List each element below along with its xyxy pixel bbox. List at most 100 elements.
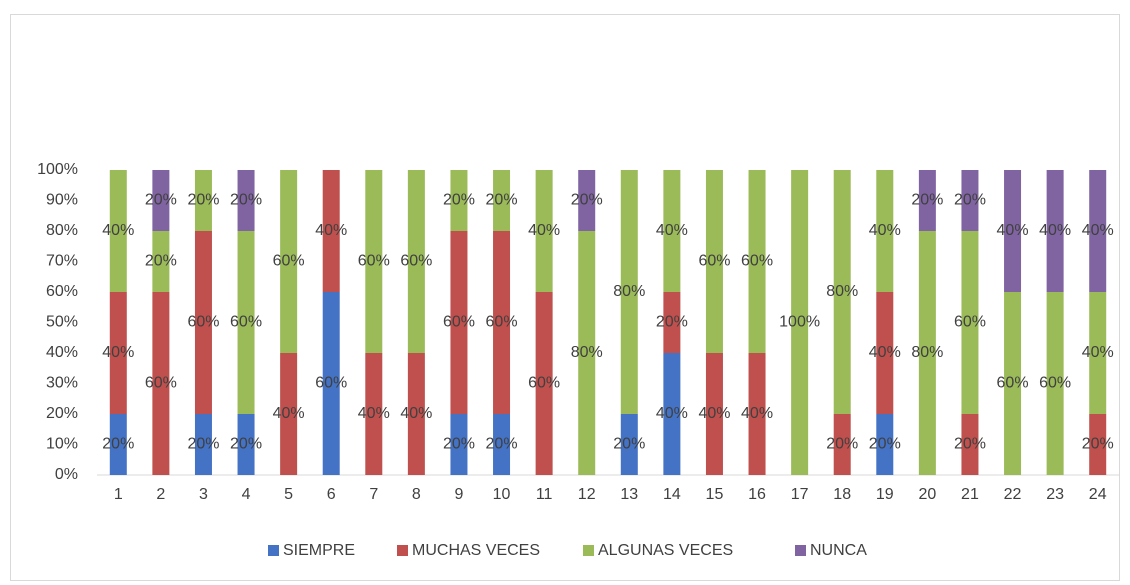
bar-segment bbox=[620, 170, 638, 414]
y-tick-label: 30% bbox=[46, 375, 78, 392]
bar-segment bbox=[876, 170, 894, 292]
bar-segment bbox=[365, 353, 383, 475]
bar-segment bbox=[152, 292, 170, 475]
bar-segment bbox=[620, 414, 638, 475]
x-tick-label: 10 bbox=[493, 486, 511, 503]
data-label: 40% bbox=[741, 405, 773, 422]
bar-segment bbox=[237, 170, 255, 231]
legend-swatch bbox=[583, 545, 594, 556]
x-tick-label: 5 bbox=[284, 486, 293, 503]
x-tick-label: 16 bbox=[748, 486, 766, 503]
bar-segment bbox=[876, 292, 894, 414]
data-label: 80% bbox=[911, 344, 943, 361]
bar-segment bbox=[365, 170, 383, 353]
data-label: 20% bbox=[102, 436, 134, 453]
data-label: 20% bbox=[145, 253, 177, 270]
y-tick-label: 10% bbox=[46, 436, 78, 453]
data-label: 40% bbox=[102, 222, 134, 239]
x-tick-label: 11 bbox=[536, 486, 553, 503]
bar-segment bbox=[961, 170, 979, 231]
bar-segment bbox=[1004, 292, 1022, 475]
data-label: 40% bbox=[869, 222, 901, 239]
bar-segment bbox=[918, 170, 936, 231]
bar-segment bbox=[450, 170, 468, 231]
data-label: 60% bbox=[1039, 375, 1071, 392]
bar-segment bbox=[833, 170, 851, 414]
bar-segment bbox=[194, 414, 212, 475]
legend-label: MUCHAS VECES bbox=[412, 542, 540, 559]
y-tick-label: 80% bbox=[46, 222, 78, 239]
data-label: 60% bbox=[698, 253, 730, 270]
x-tick-label: 22 bbox=[1004, 486, 1022, 503]
bar-segment bbox=[535, 292, 553, 475]
bar-segment bbox=[663, 353, 681, 475]
x-tick-label: 9 bbox=[455, 486, 464, 503]
data-label: 20% bbox=[954, 436, 986, 453]
bar-segment bbox=[1004, 170, 1022, 292]
bar-segment bbox=[194, 170, 212, 231]
legend-label: ALGUNAS VECES bbox=[598, 542, 733, 559]
bar-segment bbox=[109, 414, 127, 475]
bar-segment bbox=[748, 353, 766, 475]
bar-segment bbox=[663, 292, 681, 353]
bar-segment bbox=[876, 414, 894, 475]
bar-segment bbox=[450, 231, 468, 414]
y-tick-label: 50% bbox=[46, 314, 78, 331]
bar-segment bbox=[407, 170, 425, 353]
legend-swatch bbox=[268, 545, 279, 556]
bar-segment bbox=[450, 414, 468, 475]
bar-segment bbox=[493, 170, 511, 231]
data-label: 60% bbox=[273, 253, 305, 270]
data-label: 20% bbox=[230, 436, 262, 453]
bar-segment bbox=[1046, 170, 1064, 292]
legend-label: SIEMPRE bbox=[283, 542, 355, 559]
bar-segment bbox=[493, 231, 511, 414]
bar-segment bbox=[1089, 170, 1107, 292]
data-label: 60% bbox=[400, 253, 432, 270]
data-label: 20% bbox=[145, 192, 177, 209]
data-label: 60% bbox=[486, 314, 518, 331]
x-tick-label: 18 bbox=[833, 486, 851, 503]
data-label: 20% bbox=[486, 192, 518, 209]
data-label: 40% bbox=[400, 405, 432, 422]
data-label: 40% bbox=[273, 405, 305, 422]
bar-segment bbox=[535, 170, 553, 292]
bar-segment bbox=[152, 231, 170, 292]
data-label: 60% bbox=[954, 314, 986, 331]
data-label: 20% bbox=[230, 192, 262, 209]
data-label: 40% bbox=[1082, 222, 1114, 239]
data-label: 60% bbox=[230, 314, 262, 331]
x-tick-label: 17 bbox=[791, 486, 809, 503]
data-label: 20% bbox=[571, 192, 603, 209]
data-label: 100% bbox=[779, 314, 820, 331]
x-tick-label: 23 bbox=[1046, 486, 1064, 503]
chart-border bbox=[10, 14, 1120, 581]
bar-segment bbox=[109, 292, 127, 414]
data-label: 20% bbox=[486, 436, 518, 453]
data-label: 60% bbox=[187, 314, 219, 331]
data-label: 40% bbox=[997, 222, 1029, 239]
data-label: 60% bbox=[528, 375, 560, 392]
data-label: 80% bbox=[571, 344, 603, 361]
data-label: 80% bbox=[826, 283, 858, 300]
x-tick-label: 14 bbox=[663, 486, 681, 503]
y-tick-label: 90% bbox=[46, 192, 78, 209]
data-label: 40% bbox=[1082, 344, 1114, 361]
x-tick-label: 13 bbox=[620, 486, 638, 503]
y-tick-label: 70% bbox=[46, 253, 78, 270]
x-tick-label: 19 bbox=[876, 486, 894, 503]
x-tick-label: 4 bbox=[242, 486, 251, 503]
y-tick-label: 60% bbox=[46, 283, 78, 300]
data-label: 20% bbox=[911, 192, 943, 209]
bar-segment bbox=[407, 353, 425, 475]
x-tick-label: 15 bbox=[706, 486, 724, 503]
data-label: 60% bbox=[145, 375, 177, 392]
x-tick-label: 6 bbox=[327, 486, 336, 503]
bar-segment bbox=[705, 353, 723, 475]
bar-segment bbox=[280, 353, 298, 475]
data-label: 20% bbox=[656, 314, 688, 331]
bar-segment bbox=[1089, 292, 1107, 414]
data-label: 40% bbox=[869, 344, 901, 361]
bar-segment bbox=[578, 231, 596, 475]
